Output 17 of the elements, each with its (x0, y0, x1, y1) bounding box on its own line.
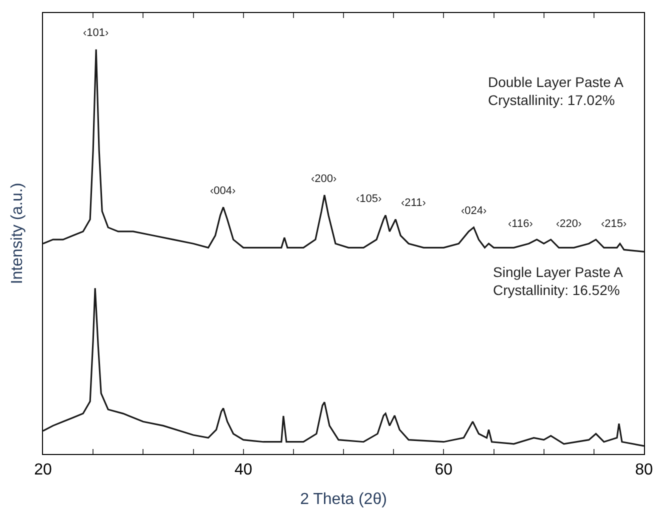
annotation: ‹116› (508, 218, 534, 230)
annotation: ‹004› (210, 185, 236, 197)
annotation: Double Layer Paste A Crystallinity: 17.02% (488, 74, 624, 108)
x-tick-label: 20 (34, 461, 52, 478)
annotation: ‹024› (461, 205, 488, 217)
annotation: ‹215› (601, 218, 628, 230)
x-axis-title: 2 Theta (2θ) (300, 491, 387, 508)
annotation: ‹105› (356, 193, 382, 205)
x-tick-label: 80 (635, 461, 653, 478)
annotation: ‹220› (556, 218, 582, 230)
annotation: ‹211› (401, 197, 426, 209)
annotation: ‹200› (311, 173, 338, 185)
annotation: ‹101› (83, 27, 110, 39)
x-tick-label: 40 (234, 461, 252, 478)
y-axis-title: Intensity (a.u.) (8, 182, 26, 284)
x-tick-label: 60 (434, 461, 453, 478)
annotation: Single Layer Paste A Crystallinity: 16.52% (493, 264, 624, 298)
